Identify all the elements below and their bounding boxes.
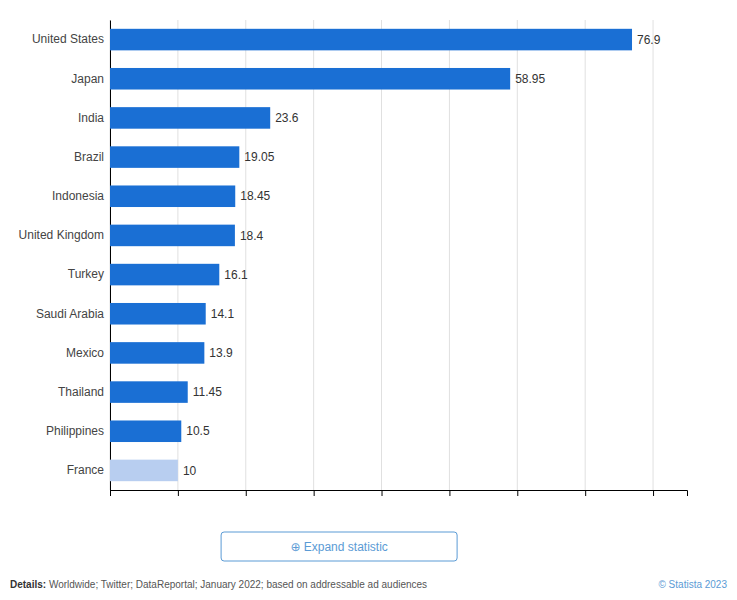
data-label: 58.95: [515, 72, 545, 86]
x-tick: [449, 490, 450, 496]
data-label: 76.9: [637, 33, 661, 47]
data-label: 10: [183, 464, 197, 478]
data-label: 10.5: [186, 424, 210, 438]
x-axis: [111, 490, 688, 496]
bar: [110, 225, 235, 247]
x-tick: [382, 490, 383, 496]
y-tick: Mexico: [66, 346, 110, 360]
x-axis-line: [111, 491, 688, 497]
y-tick-label: France: [67, 463, 105, 477]
grid: [110, 20, 653, 490]
y-tick: Brazil: [74, 150, 110, 164]
y-tick: United States: [32, 32, 110, 46]
footer: Details: Worldwide; Twitter; DataReporta…: [10, 579, 427, 590]
y-tick-label: United States: [32, 32, 104, 46]
x-tick-mark: [382, 490, 383, 496]
bar: [110, 264, 219, 286]
bar: [110, 342, 204, 364]
x-tick-mark: [178, 490, 179, 496]
bar: [110, 146, 239, 168]
data-label: 16.1: [224, 268, 248, 282]
plot: France Philippines Thailand Mexico Saudi Ara…: [19, 20, 688, 496]
footer-bold: Details:: [10, 579, 46, 590]
bar: [110, 107, 270, 129]
y-tick: Indonesia: [52, 189, 110, 203]
bar: [110, 420, 181, 442]
x-tick-mark: [110, 490, 111, 496]
button-frame[interactable]: [221, 532, 457, 561]
y-tick: United Kingdom: [19, 228, 110, 242]
grid-line: [245, 20, 246, 490]
grid-line: [449, 20, 450, 490]
x-tick: [110, 490, 111, 496]
data-label: 18.4: [240, 229, 264, 243]
x-tick: [653, 490, 654, 496]
y-tick: India: [78, 111, 110, 125]
y-tick: Japan: [71, 72, 110, 86]
x-tick-mark: [653, 490, 654, 496]
bars: [110, 29, 632, 481]
x-tick: [246, 490, 247, 496]
y-tick-label: Japan: [71, 72, 104, 86]
data-labels: 10 10.5 11.45 13.9 14.1 16.1 18.4 18.45 19.05 23.…: [183, 33, 661, 478]
data-label: 14.1: [211, 307, 235, 321]
bar: [110, 460, 178, 482]
bar: [110, 68, 510, 90]
grid-line: [381, 20, 382, 490]
x-tick: [585, 490, 586, 496]
y-tick: Turkey: [68, 267, 110, 281]
y-tick-label: Philippines: [46, 424, 104, 438]
y-tick-label: Indonesia: [52, 189, 104, 203]
y-axis-line: [110, 21, 111, 491]
data-label: 11.45: [193, 385, 222, 399]
y-tick: Thailand: [58, 385, 110, 399]
x-tick: [314, 490, 315, 496]
y-tick-label: Brazil: [74, 150, 104, 164]
button-label[interactable]: ⊕ Expand statistic: [290, 540, 387, 554]
data-label: 13.9: [209, 346, 233, 360]
bar: [110, 303, 206, 325]
x-tick: [178, 490, 179, 496]
grid-line: [585, 20, 586, 490]
y-tick: Philippines: [46, 424, 110, 438]
data-label: 19.05: [244, 150, 274, 164]
y-tick-label: Mexico: [66, 346, 104, 360]
y-axis: France Philippines Thailand Mexico Saudi Ara…: [19, 21, 111, 491]
grid-line: [110, 20, 111, 490]
x-tick-mark: [517, 490, 518, 496]
y-tick: Saudi Arabia: [36, 307, 110, 321]
x-tick-mark: [585, 490, 586, 496]
y-tick-label: Saudi Arabia: [36, 307, 104, 321]
expand-button[interactable]: ⊕ Expand statistic: [221, 532, 457, 561]
x-tick-mark: [314, 490, 315, 496]
x-tick-mark: [246, 490, 247, 496]
y-tick-label: Thailand: [58, 385, 104, 399]
bar: [110, 29, 632, 51]
grid-line: [313, 20, 314, 490]
footer-text: Worldwide; Twitter; DataReportal; Januar…: [46, 579, 427, 590]
y-tick-label: India: [78, 111, 104, 125]
grid-line: [517, 20, 518, 490]
bar: [110, 381, 188, 403]
y-tick-label: United Kingdom: [19, 228, 104, 242]
annotations: ⊕ Expand statistic Details: Worldwide; Tw…: [10, 532, 727, 590]
x-tick-mark: [449, 490, 450, 496]
y-tick-label: Turkey: [68, 267, 104, 281]
data-label: 23.6: [275, 111, 299, 125]
y-tick: France: [67, 463, 110, 477]
data-label: 18.45: [240, 189, 270, 203]
grid-line: [653, 20, 654, 490]
chart: France Philippines Thailand Mexico Saudi Ara…: [0, 0, 737, 600]
copyright: © Statista 2023: [658, 579, 727, 590]
grid-line: [177, 20, 178, 490]
x-tick: [517, 490, 518, 496]
bar: [110, 185, 235, 207]
